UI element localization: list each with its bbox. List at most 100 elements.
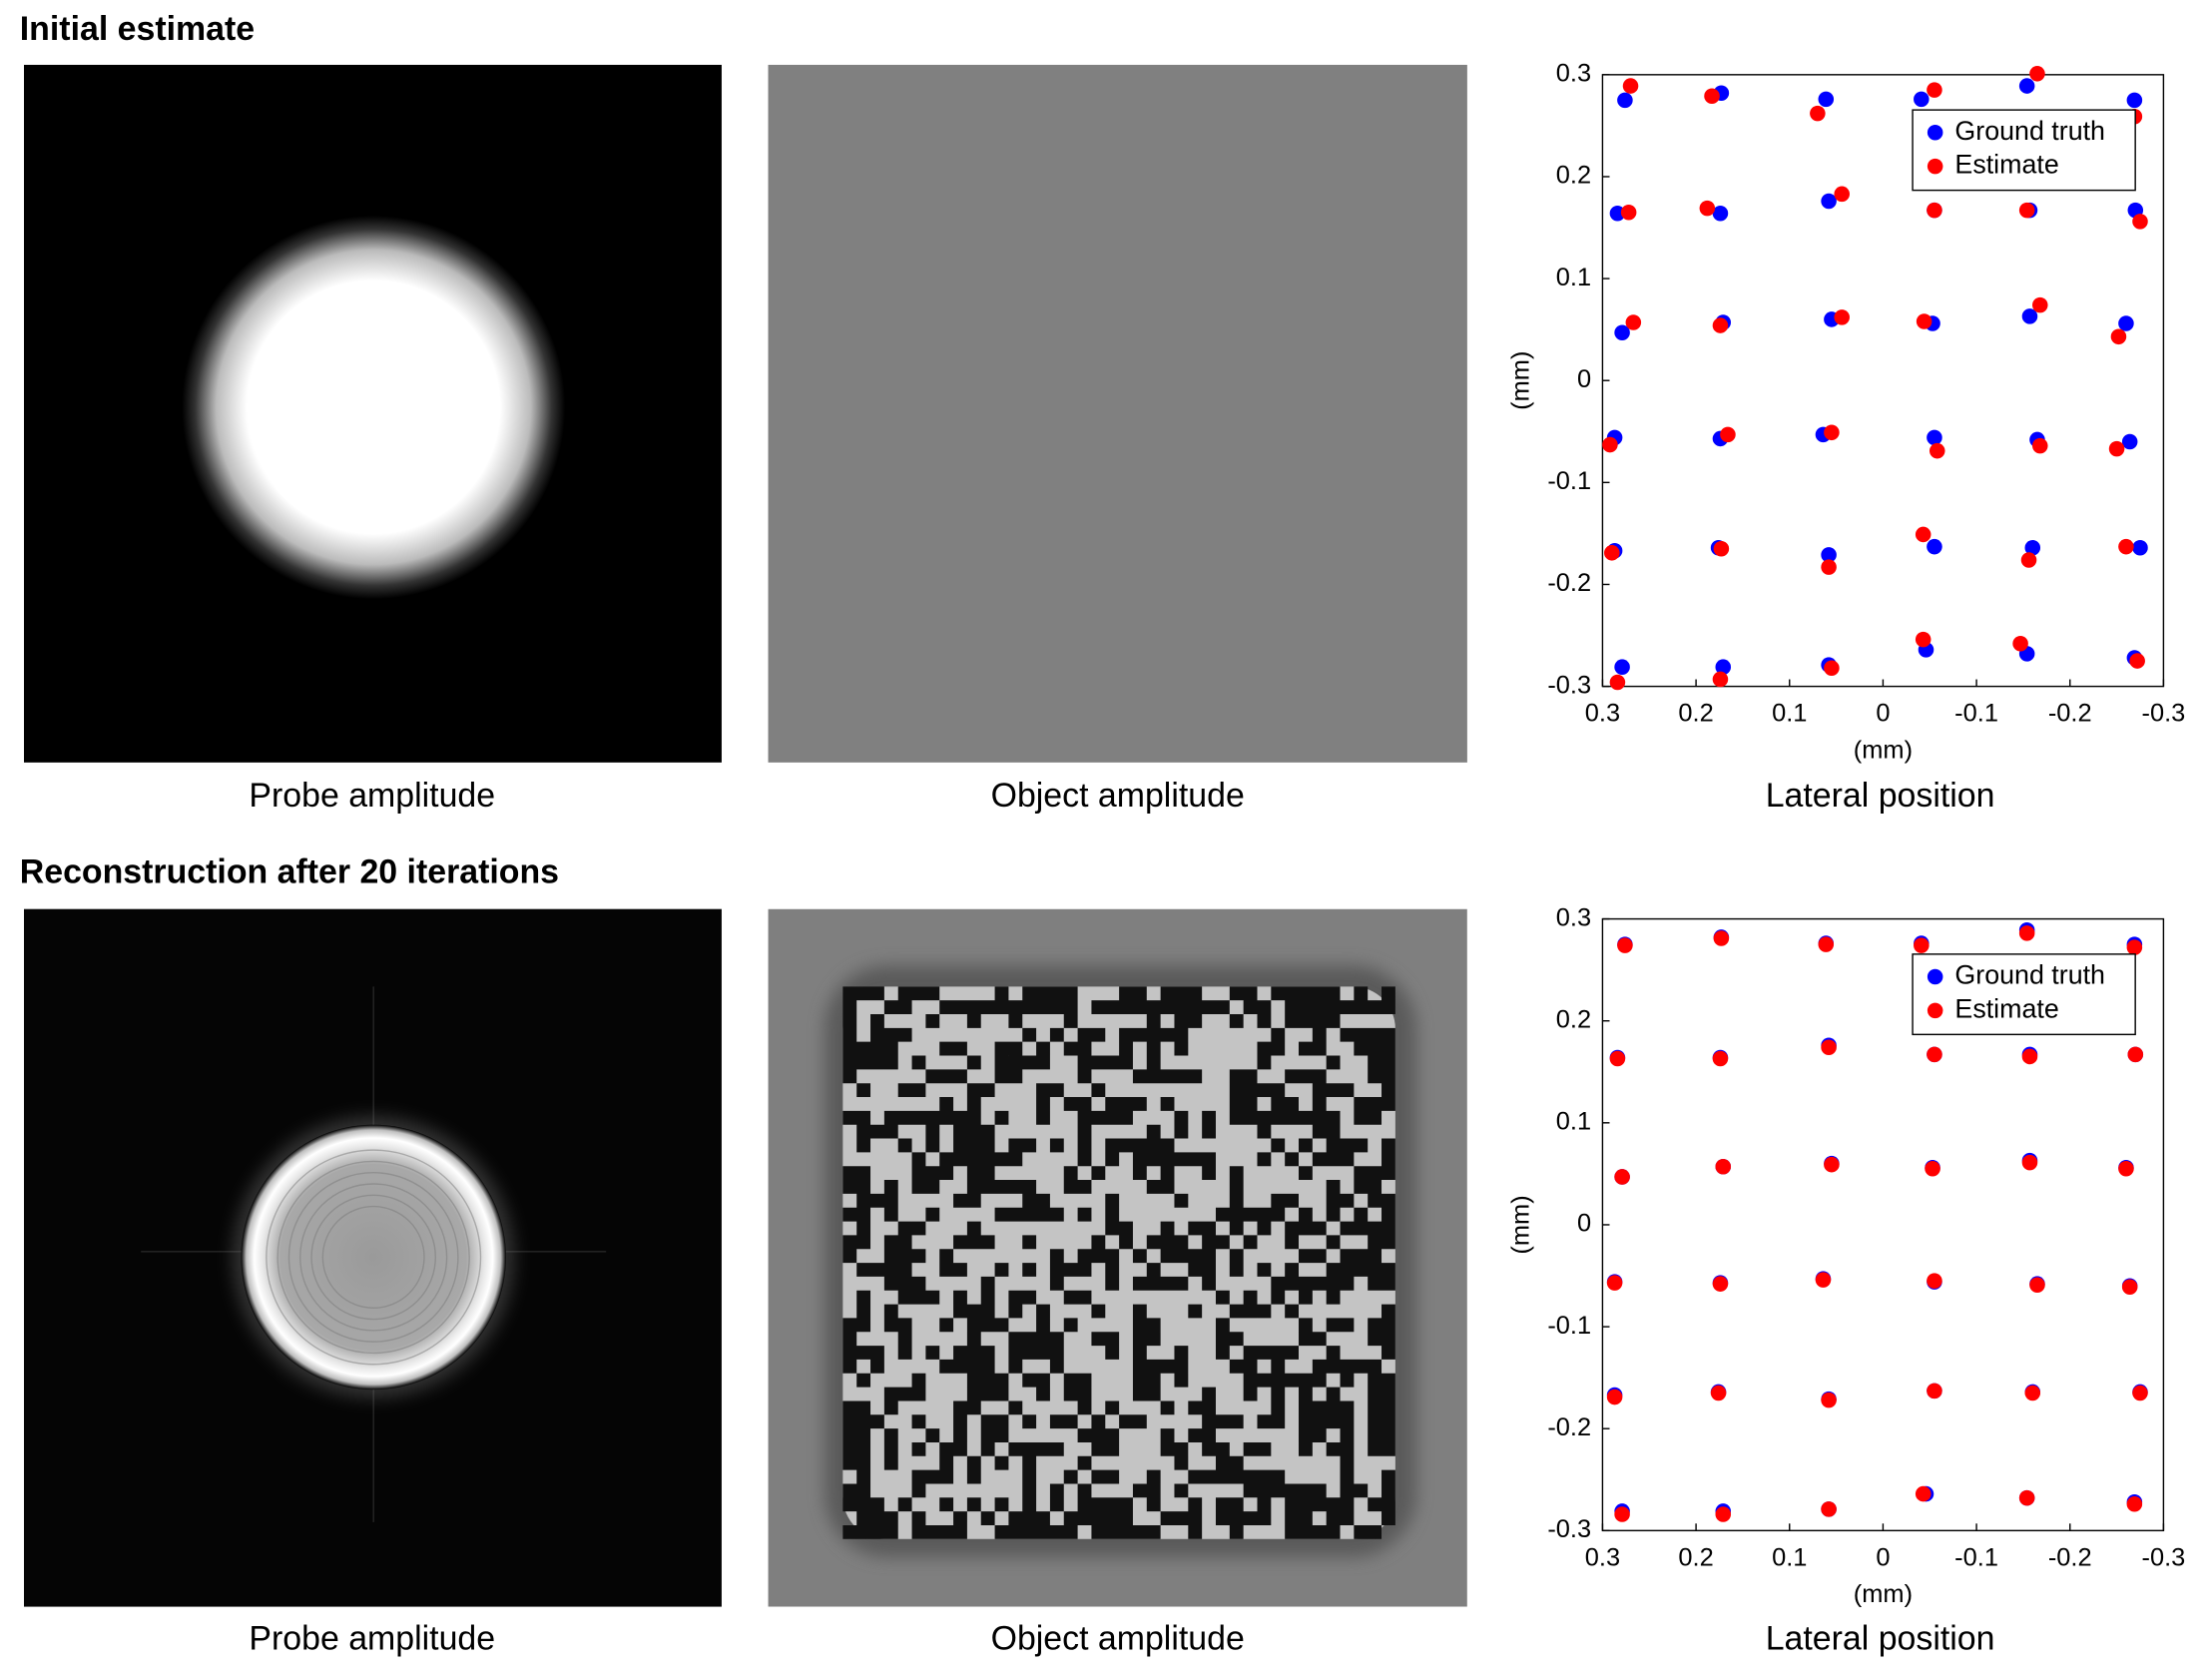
point (2110, 328, 2127, 345)
point (1606, 1275, 1623, 1291)
point (1622, 78, 1639, 94)
x-tick-label: 0.1 (1772, 1543, 1807, 1571)
point (1614, 1506, 1630, 1522)
point (1712, 671, 1729, 688)
captions: Probe amplitude Object amplitude Lateral… (249, 777, 1994, 1657)
point (2126, 939, 2143, 955)
y-tick-label: -0.3 (1547, 1515, 1591, 1543)
point (2127, 1046, 2144, 1063)
point (1712, 317, 1729, 333)
x-tick-label: 0.3 (1585, 1543, 1620, 1571)
legend-marker (1927, 124, 1943, 141)
point (1604, 545, 1620, 561)
point (1617, 937, 1633, 953)
x-axis-label: (mm) (1854, 1580, 1913, 1608)
point (1609, 205, 1626, 222)
point (2126, 1496, 2143, 1512)
point (1821, 1039, 1837, 1056)
point (1834, 309, 1850, 325)
x-tick-label: 0 (1876, 1543, 1890, 1571)
point (2032, 296, 2048, 313)
probe-ring (241, 1124, 506, 1391)
legend-label: Estimate (1954, 993, 2058, 1023)
point (1704, 88, 1720, 105)
object-pattern (842, 986, 1395, 1539)
point (1614, 659, 1630, 675)
point (1620, 204, 1637, 221)
point (1602, 436, 1618, 453)
point (1824, 424, 1840, 441)
point (1821, 547, 1837, 563)
legend: Ground truth Estimate (1912, 109, 2136, 192)
y-tick-label: 0.3 (1556, 60, 1591, 88)
point (1617, 92, 1633, 109)
point (2118, 538, 2134, 555)
point (1720, 426, 1736, 443)
point (2126, 92, 2143, 109)
point (1821, 559, 1837, 575)
x-tick-label: -0.2 (2048, 700, 2092, 728)
point (1915, 631, 1932, 648)
point (1821, 1501, 1837, 1517)
point (1915, 526, 1932, 543)
point (2032, 437, 2048, 454)
x-axis-label: (mm) (1854, 736, 1913, 764)
point (1810, 105, 1826, 122)
point (2024, 539, 2041, 556)
point (1609, 674, 1626, 691)
point (1713, 540, 1730, 557)
section-title: Initial estimate (20, 10, 255, 48)
point (1609, 1050, 1626, 1067)
caption: Lateral position (1766, 1619, 1995, 1657)
legend-box (1912, 953, 2136, 1036)
y-tick-label: 0.2 (1556, 162, 1591, 190)
point (2021, 1048, 2038, 1065)
x-tick-label: -0.1 (1954, 1543, 1998, 1571)
point (1712, 1276, 1729, 1292)
caption: Lateral position (1766, 777, 1995, 815)
point (2029, 1277, 2045, 1293)
y-tick-label: 0.2 (1556, 1005, 1591, 1033)
point (1927, 202, 1942, 219)
x-tick-label: 0.2 (1678, 1543, 1713, 1571)
point (2018, 202, 2035, 219)
x-tick-label: 0.1 (1772, 700, 1807, 728)
legend-label: Estimate (1954, 150, 2058, 180)
y-tick-label: 0.1 (1556, 1108, 1591, 1136)
point (1710, 1385, 1727, 1401)
point (1699, 200, 1716, 217)
point (2018, 78, 2035, 94)
point (1824, 1156, 1840, 1173)
point (1914, 937, 1930, 953)
point (1712, 205, 1729, 222)
point (2024, 1385, 2041, 1401)
section-title: Reconstruction after 20 iterations (20, 852, 559, 890)
y-tick-label: -0.2 (1547, 569, 1591, 597)
y-tick-label: -0.2 (1547, 1413, 1591, 1441)
point (2132, 1385, 2148, 1401)
point (2132, 539, 2148, 556)
point (1914, 91, 1930, 108)
point (1712, 1050, 1729, 1067)
point (2129, 653, 2145, 669)
object-image (768, 908, 1467, 1607)
point (1927, 82, 1942, 98)
legend-label: Ground truth (1954, 960, 2105, 990)
y-axis-label: (mm) (1507, 351, 1535, 410)
point (1818, 91, 1835, 108)
point (1715, 1158, 1732, 1175)
scatter-plot: 0.3 0.2 0.1 0 -0.1 -0.2 -0.3 -0.3 -0.2 -0.1 0 0.1 0.… (1507, 903, 2186, 1608)
x-tick-label: 0.3 (1585, 700, 1620, 728)
point (1915, 1485, 1932, 1502)
probe-spot (182, 216, 566, 600)
point (1606, 1389, 1623, 1405)
point (2020, 552, 2037, 568)
caption: Probe amplitude (249, 1619, 495, 1657)
point (1614, 1169, 1630, 1185)
point (1818, 936, 1835, 952)
point (1834, 186, 1850, 203)
point (2118, 315, 2134, 331)
y-axis-label: (mm) (1507, 1195, 1535, 1254)
point (1614, 324, 1630, 340)
